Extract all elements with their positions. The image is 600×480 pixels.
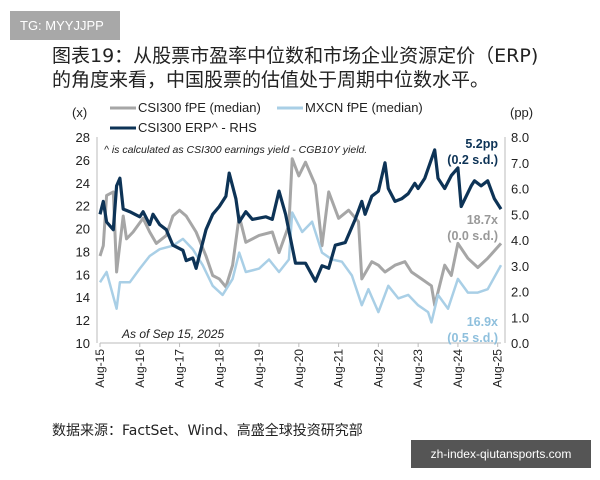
left-tick-label: 28 <box>76 130 90 145</box>
end-value-label: 5.2pp <box>465 137 498 151</box>
series-line <box>98 148 503 283</box>
left-tick-label: 20 <box>76 222 90 237</box>
right-tick-label: 0.0 <box>511 336 529 351</box>
end-value-label: 18.7x <box>467 213 498 227</box>
x-tick-label: Aug-20 <box>292 349 306 388</box>
end-value-label: 16.9x <box>467 315 498 329</box>
right-tick-label: 3.0 <box>511 259 529 274</box>
left-axis-label: (x) <box>72 105 87 120</box>
right-tick-label: 4.0 <box>511 233 529 248</box>
title-line-2: 的角度来看，中国股票的估值处于周期中位数水平。 <box>52 69 490 91</box>
x-tick-label: Aug-18 <box>212 349 226 388</box>
x-tick-label: Aug-17 <box>173 349 187 388</box>
left-tick-label: 22 <box>76 199 90 214</box>
bottom-watermark: zh-index-qiutansports.com <box>411 440 591 468</box>
left-tick-label: 18 <box>76 244 90 259</box>
right-tick-label: 1.0 <box>511 310 529 325</box>
as-of-date: As of Sep 15, 2025 <box>121 327 224 341</box>
x-tick-label: Aug-24 <box>451 349 465 388</box>
end-sd-label: (0.2 s.d.) <box>447 153 498 167</box>
x-tick-label: Aug-21 <box>332 349 346 388</box>
x-tick-label: Aug-22 <box>371 349 385 388</box>
end-sd-label: (0.0 s.d.) <box>447 229 498 243</box>
legend-label: CSI300 fPE (median) <box>138 100 261 115</box>
right-tick-label: 8.0 <box>511 130 529 145</box>
top-watermark: TG: MYYJJPP <box>10 11 120 40</box>
right-tick-label: 2.0 <box>511 285 529 300</box>
left-tick-label: 16 <box>76 267 90 282</box>
legend-label: MXCN fPE (median) <box>305 100 423 115</box>
right-tick-label: 7.0 <box>511 156 529 171</box>
x-tick-label: Aug-19 <box>252 349 266 388</box>
right-tick-label: 5.0 <box>511 207 529 222</box>
source-note: 数据来源：FactSet、Wind、高盛全球投资研究部 <box>52 423 363 439</box>
left-tick-label: 14 <box>76 290 90 305</box>
right-tick-label: 6.0 <box>511 182 529 197</box>
left-tick-label: 26 <box>76 153 90 168</box>
footnote: ^ is calculated as CSI300 earnings yield… <box>104 144 367 156</box>
x-tick-label: Aug-16 <box>133 349 147 388</box>
chart-title: 图表19：从股票市盈率中位数和市场企业资源定价（ERP) 的角度来看，中国股票的… <box>52 44 538 92</box>
title-line-1: 图表19：从股票市盈率中位数和市场企业资源定价（ERP) <box>52 45 539 67</box>
x-tick-label: Aug-23 <box>411 349 425 388</box>
end-sd-label: (0.5 s.d.) <box>447 331 498 345</box>
x-tick-label: Aug-15 <box>93 349 107 388</box>
series-line <box>98 211 503 324</box>
right-axis-label: (pp) <box>510 105 533 120</box>
legend-label: CSI300 ERP^ - RHS <box>138 120 257 135</box>
left-tick-label: 12 <box>76 313 90 328</box>
x-tick-label: Aug-25 <box>491 349 505 388</box>
left-tick-label: 24 <box>76 176 90 191</box>
left-tick-label: 10 <box>76 336 90 351</box>
